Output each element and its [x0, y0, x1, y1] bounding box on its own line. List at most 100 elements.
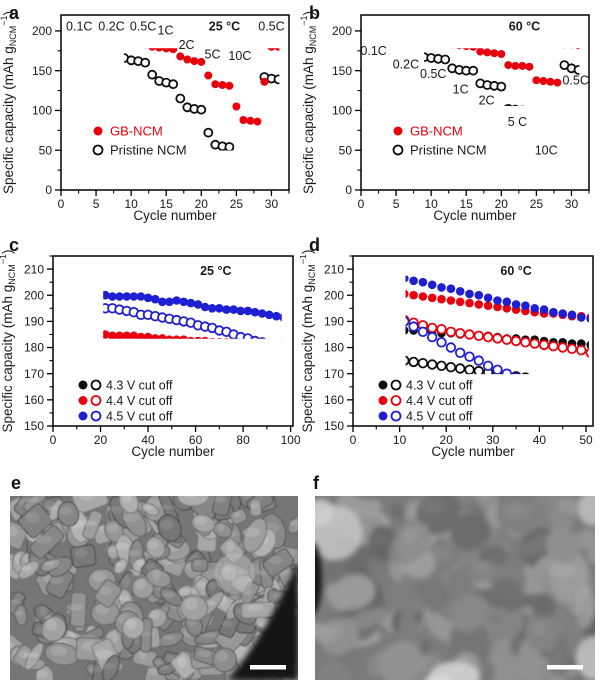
- svg-text:0.5C: 0.5C: [258, 20, 284, 34]
- sem-dark-background: [315, 544, 322, 614]
- panel-label-d: d: [309, 235, 320, 255]
- svg-text:4.5 V cut off: 4.5 V cut off: [406, 409, 473, 423]
- annotations: 25 °C: [200, 264, 231, 278]
- svg-text:50: 50: [39, 143, 53, 157]
- svg-text:0.5C: 0.5C: [562, 74, 588, 88]
- legend: GB-NCM Pristine NCM: [92, 124, 187, 158]
- svg-text:160: 160: [24, 393, 44, 407]
- svg-text:50: 50: [339, 143, 353, 157]
- sem-dark-background: [228, 562, 298, 680]
- svg-text:190: 190: [324, 315, 344, 329]
- svg-text:0: 0: [350, 433, 357, 447]
- svg-text:5 C: 5 C: [508, 115, 527, 129]
- plot-frame: [52, 255, 294, 427]
- y-axis-label: Specific capacity (mAh gNCM−1): [0, 249, 17, 432]
- annotations: 60 °C: [500, 264, 531, 278]
- svg-text:Cycle number: Cycle number: [431, 444, 515, 459]
- svg-text:0.2C: 0.2C: [98, 20, 124, 34]
- svg-text:0: 0: [358, 197, 365, 211]
- series: [64, 33, 290, 191]
- y-axis-label: Specific capacity (mAh gNCM−1): [300, 249, 317, 432]
- svg-text:150: 150: [32, 64, 52, 78]
- svg-text:25 °C: 25 °C: [209, 20, 240, 34]
- svg-text:40: 40: [533, 433, 547, 447]
- svg-text:200: 200: [32, 24, 52, 38]
- svg-text:40: 40: [141, 433, 155, 447]
- svg-text:5: 5: [393, 197, 400, 211]
- series-4.5v-filled: [51, 262, 288, 322]
- svg-text:0: 0: [345, 183, 352, 197]
- svg-text:150: 150: [332, 64, 352, 78]
- svg-text:20: 20: [195, 197, 209, 211]
- svg-text:0: 0: [58, 197, 65, 211]
- axes: 0 5 10 15 20 25 30 0 50 100 150 200: [332, 24, 590, 211]
- series-4.4v-open: [353, 294, 595, 358]
- svg-text:Pristine NCM: Pristine NCM: [110, 143, 187, 158]
- svg-text:0.1C: 0.1C: [360, 44, 386, 58]
- svg-text:4.4 V cut off: 4.4 V cut off: [106, 394, 173, 408]
- svg-text:1C: 1C: [158, 23, 174, 37]
- chart-cycling-stability-60c: 0 10 20 30 40 50 150 160 170 180 190 200 210 60 °C 4.3…: [300, 249, 600, 459]
- svg-text:0.5C: 0.5C: [130, 20, 156, 34]
- svg-text:10: 10: [424, 197, 438, 211]
- svg-text:Cycle number: Cycle number: [131, 444, 215, 459]
- svg-text:4.3 V cut off: 4.3 V cut off: [406, 378, 473, 392]
- plot-frame: [60, 14, 290, 191]
- sem-image-gb-ncm: [10, 496, 298, 680]
- legend: GB-NCM Pristine NCM: [392, 124, 487, 158]
- svg-text:4.4 V cut off: 4.4 V cut off: [406, 394, 473, 408]
- svg-text:200: 200: [24, 288, 44, 302]
- svg-text:210: 210: [24, 262, 44, 276]
- panel-label-f: f: [313, 473, 319, 493]
- chart-cycling-stability-25c: 0 20 40 60 80 100 150 160 170 180 190 200 210 25 °C 4.…: [0, 249, 300, 459]
- svg-text:5: 5: [93, 197, 100, 211]
- sem-texture: [315, 496, 595, 680]
- series-4.3v-filled: [353, 313, 595, 349]
- svg-text:Cycle number: Cycle number: [133, 208, 217, 223]
- svg-text:GB-NCM: GB-NCM: [110, 124, 163, 139]
- svg-text:210: 210: [324, 262, 344, 276]
- svg-text:200: 200: [324, 288, 344, 302]
- series-4.4v-open: [51, 295, 288, 374]
- svg-text:0: 0: [50, 433, 57, 447]
- svg-text:10: 10: [124, 197, 138, 211]
- sem-image-pristine-ncm: [315, 496, 595, 680]
- svg-text:20: 20: [94, 433, 108, 447]
- svg-text:190: 190: [24, 315, 44, 329]
- svg-text:10C: 10C: [535, 144, 558, 158]
- svg-text:100: 100: [281, 433, 300, 447]
- series-gb-ncm: [64, 33, 290, 125]
- svg-text:0: 0: [45, 183, 52, 197]
- svg-text:10: 10: [393, 433, 407, 447]
- axes: 0 20 40 60 80 100 150 160 170 180 190 200 210: [24, 255, 300, 447]
- plot-frame: [360, 14, 590, 191]
- svg-text:30: 30: [486, 433, 500, 447]
- axes: 0 5 10 15 20 25 30 0 50 100 150 200: [32, 24, 290, 211]
- svg-text:10C: 10C: [228, 49, 251, 63]
- panel-label-c: c: [9, 235, 20, 255]
- svg-text:170: 170: [24, 367, 44, 381]
- svg-text:30: 30: [565, 197, 579, 211]
- svg-text:150: 150: [24, 419, 44, 433]
- svg-text:0.1C: 0.1C: [66, 20, 92, 34]
- panel-label-e: e: [11, 473, 22, 493]
- series-4.3v-open: [51, 317, 288, 382]
- svg-text:0.5C: 0.5C: [420, 67, 446, 81]
- svg-text:20: 20: [495, 197, 509, 211]
- svg-text:180: 180: [24, 341, 44, 355]
- svg-text:60 °C: 60 °C: [500, 264, 531, 278]
- scale-bar: [547, 665, 583, 670]
- svg-text:15: 15: [160, 197, 174, 211]
- panel-label-b: b: [309, 3, 320, 23]
- scale-bar: [250, 665, 286, 670]
- svg-text:15: 15: [460, 197, 474, 211]
- svg-text:170: 170: [324, 367, 344, 381]
- y-axis-label: Specific capacity (mAh gNCM−1): [300, 11, 318, 194]
- svg-text:100: 100: [32, 104, 52, 118]
